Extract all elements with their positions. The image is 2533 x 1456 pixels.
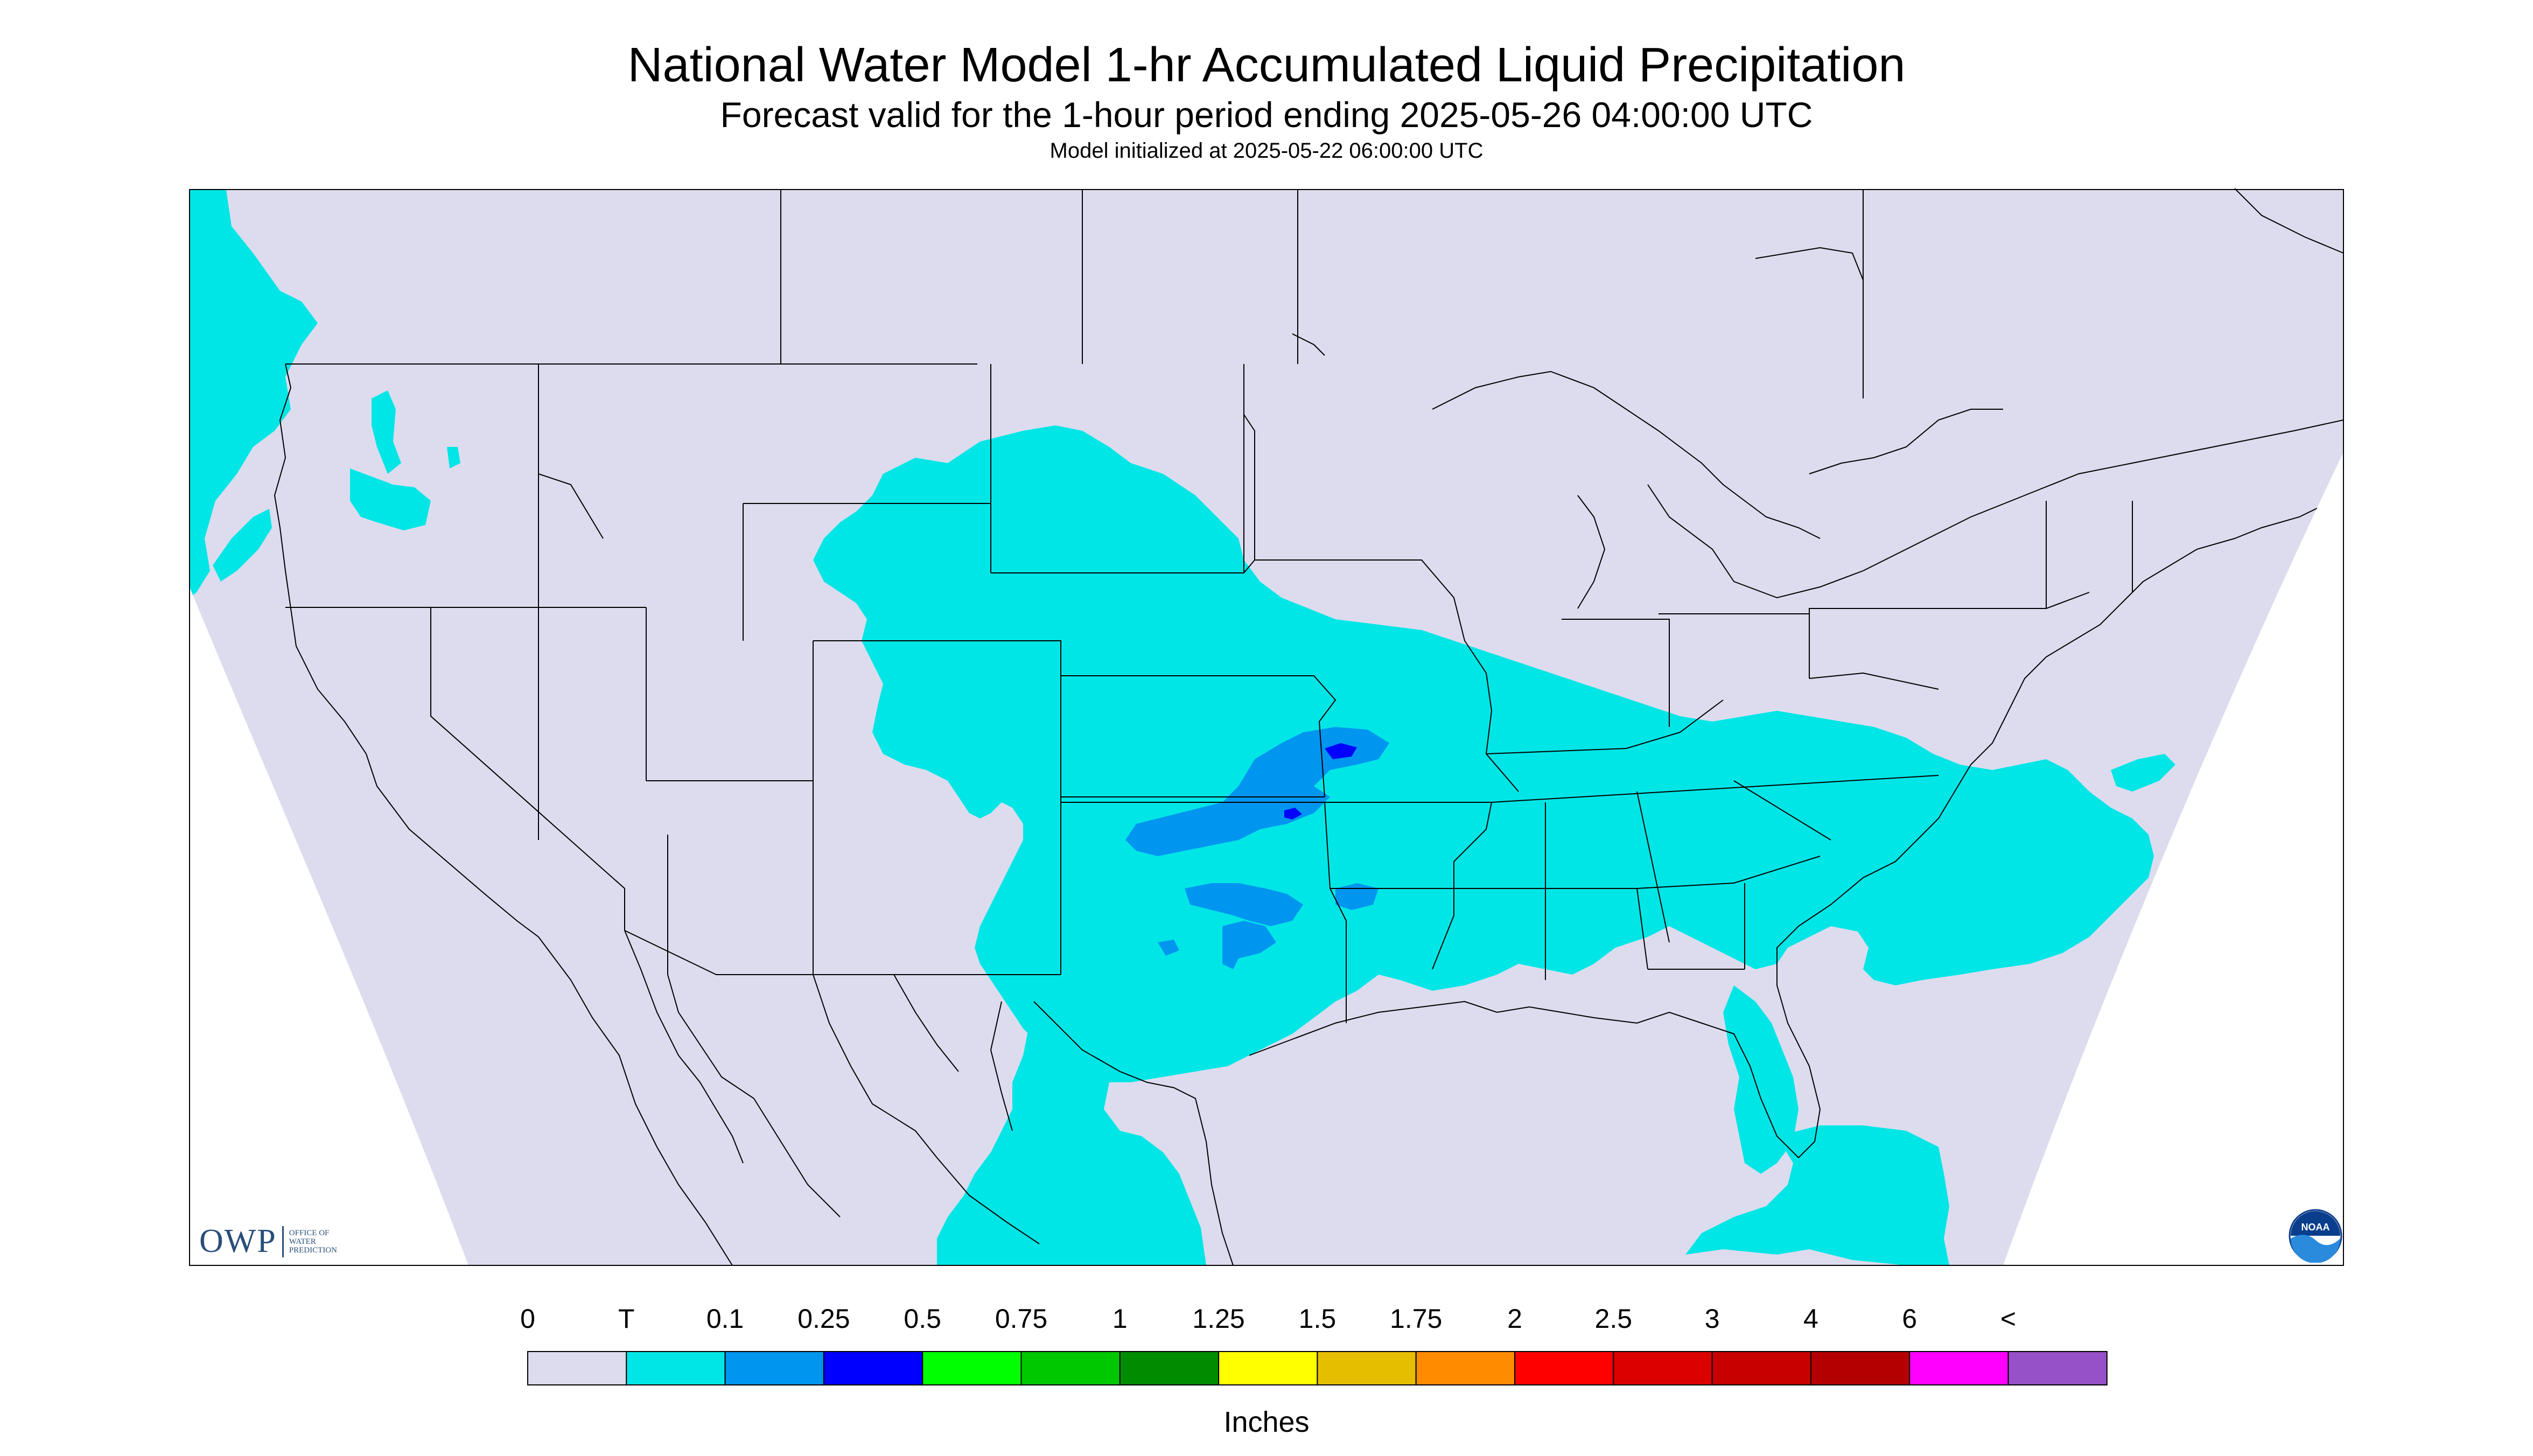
- mexico-boundaries: [667, 974, 1040, 1244]
- owp-line-3: PREDICTION: [289, 1245, 337, 1255]
- legend-label: 0.25: [797, 1304, 850, 1334]
- legend-swatch: [724, 1351, 824, 1385]
- legend-swatch: [1613, 1351, 1713, 1385]
- owp-logo-mark: OWP: [199, 1223, 277, 1259]
- legend-label: 2.5: [1594, 1304, 1633, 1334]
- projection-edge-right: [2003, 452, 2343, 1265]
- legend-label: 0.1: [706, 1304, 744, 1334]
- legend-swatch: [1020, 1351, 1121, 1385]
- precip-0-1-areas: [1125, 727, 1389, 969]
- legend-label: <: [2000, 1304, 2017, 1334]
- legend-colorbar: [527, 1351, 2108, 1385]
- legend-label: 0.5: [904, 1304, 941, 1334]
- map-frame-outline: [189, 189, 2344, 1266]
- projection-edge-left: [190, 587, 468, 1265]
- legend-swatch: [823, 1351, 923, 1385]
- legend-label: 6: [1902, 1304, 1918, 1334]
- legend-label: 1.25: [1192, 1304, 1245, 1334]
- owp-logo: OWP OFFICE OF WATER PREDICTION: [199, 1222, 337, 1261]
- owp-logo-divider: [282, 1226, 284, 1257]
- owp-line-1: OFFICE OF: [289, 1228, 330, 1237]
- owp-logo-text: OFFICE OF WATER PREDICTION: [289, 1229, 337, 1255]
- legend-label: 0: [520, 1304, 535, 1334]
- legend-swatch: [1810, 1351, 1911, 1385]
- legend-label: 3: [1704, 1304, 1720, 1334]
- owp-line-2: WATER: [289, 1237, 316, 1246]
- legend-label: 0.75: [995, 1304, 1048, 1334]
- model-init-text: Model initialized at 2025-05-22 06:00:00…: [1049, 139, 1484, 163]
- map-title: National Water Model 1-hr Accumulated Li…: [627, 38, 1906, 92]
- map-subtitle: Forecast valid for the 1-hour period end…: [720, 95, 1813, 135]
- precip-trace-areas: [190, 190, 2175, 1265]
- legend-swatch: [1119, 1351, 1220, 1385]
- legend-label: T: [618, 1304, 635, 1334]
- legend-swatch: [1711, 1351, 1811, 1385]
- legend-label: 2: [1507, 1304, 1522, 1334]
- coastlines: [274, 188, 2344, 1266]
- legend-swatch: [922, 1351, 1022, 1385]
- legend-swatch: [1514, 1351, 1614, 1385]
- legend-label: 1.75: [1390, 1304, 1443, 1334]
- legend-label: 1: [1112, 1304, 1128, 1334]
- legend-swatch: [1415, 1351, 1515, 1385]
- legend-swatch: [1909, 1351, 2009, 1385]
- noaa-logo-text: NOAA: [2301, 1222, 2330, 1233]
- legend-label: 1.5: [1298, 1304, 1337, 1334]
- state-boundaries: [285, 190, 2133, 1023]
- noaa-logo: NOAA: [2289, 1209, 2342, 1263]
- legend-swatch: [2007, 1351, 2108, 1385]
- precip-0-25-areas: [1284, 743, 1357, 820]
- legend-swatch: [626, 1351, 726, 1385]
- legend-swatch: [527, 1351, 627, 1385]
- legend-label: 4: [1803, 1304, 1818, 1334]
- legend-swatch: [1317, 1351, 1417, 1385]
- legend-units: Inches: [1223, 1406, 1310, 1438]
- legend-swatch: [1218, 1351, 1318, 1385]
